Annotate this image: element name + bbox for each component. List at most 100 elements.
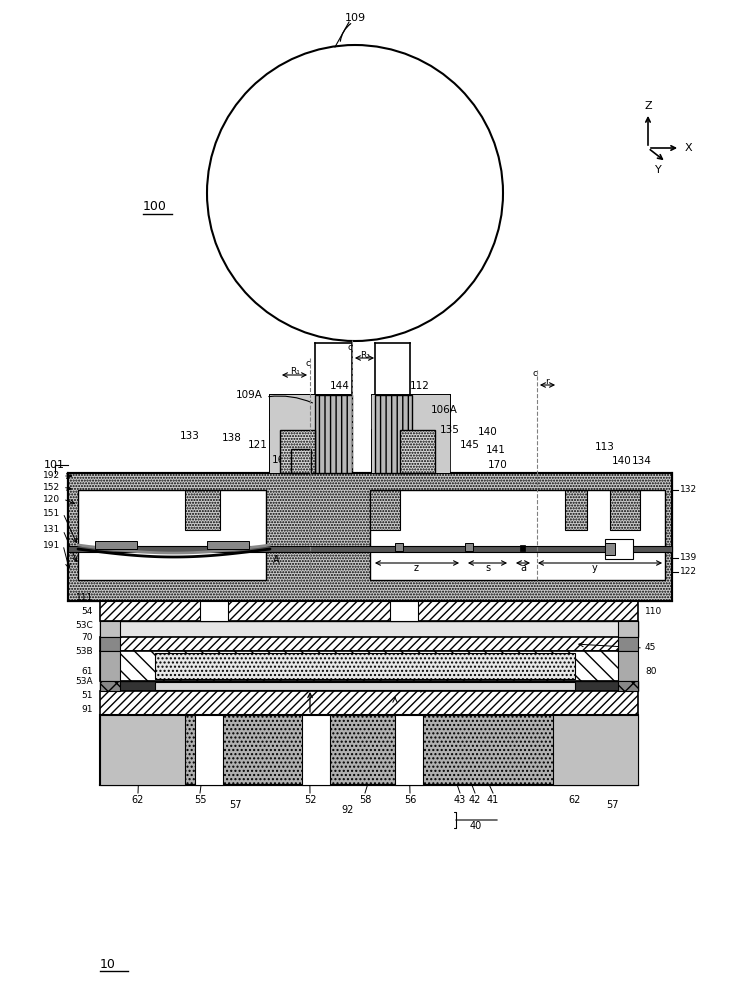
Bar xyxy=(605,539,633,559)
Bar xyxy=(395,543,403,551)
Bar xyxy=(100,637,638,651)
Bar xyxy=(185,490,220,530)
Bar xyxy=(395,715,423,785)
Text: 185: 185 xyxy=(295,440,315,450)
Bar xyxy=(390,601,418,621)
Text: 145: 145 xyxy=(460,440,480,450)
Text: 51: 51 xyxy=(81,692,93,700)
Bar xyxy=(412,395,450,430)
Text: 109A: 109A xyxy=(236,390,263,400)
Bar xyxy=(280,430,315,473)
Bar xyxy=(372,395,450,473)
Text: 191: 191 xyxy=(43,540,60,550)
Text: 122: 122 xyxy=(680,568,697,576)
Text: R₁: R₁ xyxy=(290,367,300,376)
Text: 56: 56 xyxy=(404,795,416,805)
Text: 132: 132 xyxy=(680,486,697,494)
Text: 92: 92 xyxy=(342,805,354,815)
Text: 62: 62 xyxy=(132,795,144,805)
Text: 109: 109 xyxy=(345,13,365,23)
Bar xyxy=(605,543,615,555)
Bar xyxy=(370,490,400,530)
Bar xyxy=(100,601,638,621)
Text: 140: 140 xyxy=(612,456,632,466)
Text: 53B: 53B xyxy=(75,648,93,656)
Bar xyxy=(618,637,638,651)
Text: 120: 120 xyxy=(43,494,60,504)
Text: 53C: 53C xyxy=(75,620,93,630)
Bar xyxy=(100,681,120,691)
Text: 160: 160 xyxy=(272,455,292,465)
Bar xyxy=(375,395,412,473)
Bar xyxy=(68,473,672,601)
Text: 170: 170 xyxy=(488,460,508,470)
Text: 80: 80 xyxy=(645,666,657,676)
Bar xyxy=(465,543,473,551)
Text: 41: 41 xyxy=(487,795,499,805)
Text: 54: 54 xyxy=(82,606,93,615)
Text: 61: 61 xyxy=(81,666,93,676)
Bar xyxy=(100,621,638,637)
Text: 144: 144 xyxy=(330,381,350,391)
Bar xyxy=(95,541,137,549)
Bar xyxy=(291,449,311,473)
Text: 58: 58 xyxy=(359,795,371,805)
Text: y: y xyxy=(592,563,598,573)
Bar xyxy=(68,473,672,601)
Text: Y: Y xyxy=(655,165,661,175)
Text: 55: 55 xyxy=(194,795,206,805)
Text: 45: 45 xyxy=(645,644,656,652)
Text: 131: 131 xyxy=(43,526,60,534)
Bar xyxy=(100,651,638,681)
Text: 57: 57 xyxy=(229,800,241,810)
Text: z: z xyxy=(413,563,418,573)
Text: 62: 62 xyxy=(569,795,582,805)
Text: 10: 10 xyxy=(100,958,116,972)
Bar xyxy=(100,715,638,785)
Text: c: c xyxy=(533,368,537,377)
Text: 133: 133 xyxy=(180,431,200,441)
Text: R₂: R₂ xyxy=(360,351,370,360)
Text: 112: 112 xyxy=(410,381,430,391)
Bar xyxy=(207,541,249,549)
Text: 43: 43 xyxy=(454,795,466,805)
Bar xyxy=(270,395,350,430)
Text: 111: 111 xyxy=(76,593,93,602)
Text: 152: 152 xyxy=(43,483,60,491)
Text: 110: 110 xyxy=(645,606,662,615)
Bar xyxy=(68,546,672,552)
Text: c: c xyxy=(348,344,353,353)
Bar xyxy=(100,621,120,637)
Bar xyxy=(100,691,638,715)
Text: r: r xyxy=(545,377,549,386)
Text: 135: 135 xyxy=(440,425,460,435)
Bar xyxy=(618,621,638,637)
Bar xyxy=(78,490,266,580)
Bar xyxy=(315,395,352,473)
Bar xyxy=(155,682,575,690)
Bar xyxy=(100,651,120,681)
Text: 53A: 53A xyxy=(75,678,93,686)
Text: 52: 52 xyxy=(304,795,317,805)
Text: 40: 40 xyxy=(470,821,482,831)
Text: 134: 134 xyxy=(632,456,652,466)
Bar xyxy=(315,395,350,430)
Text: 141: 141 xyxy=(486,445,506,455)
Bar xyxy=(618,651,638,681)
Bar xyxy=(100,681,638,691)
Bar xyxy=(610,490,640,530)
Text: 100: 100 xyxy=(143,200,167,214)
Bar xyxy=(270,395,315,473)
Bar xyxy=(400,430,435,473)
Bar xyxy=(565,490,587,530)
Text: a: a xyxy=(520,563,526,573)
Text: 121: 121 xyxy=(248,440,268,450)
Text: 138: 138 xyxy=(222,433,242,443)
Text: c: c xyxy=(306,359,311,367)
Text: X: X xyxy=(684,143,692,153)
Bar xyxy=(270,395,350,473)
Bar xyxy=(302,715,330,785)
Bar xyxy=(100,715,185,785)
Bar xyxy=(370,490,665,580)
Bar xyxy=(618,681,638,691)
